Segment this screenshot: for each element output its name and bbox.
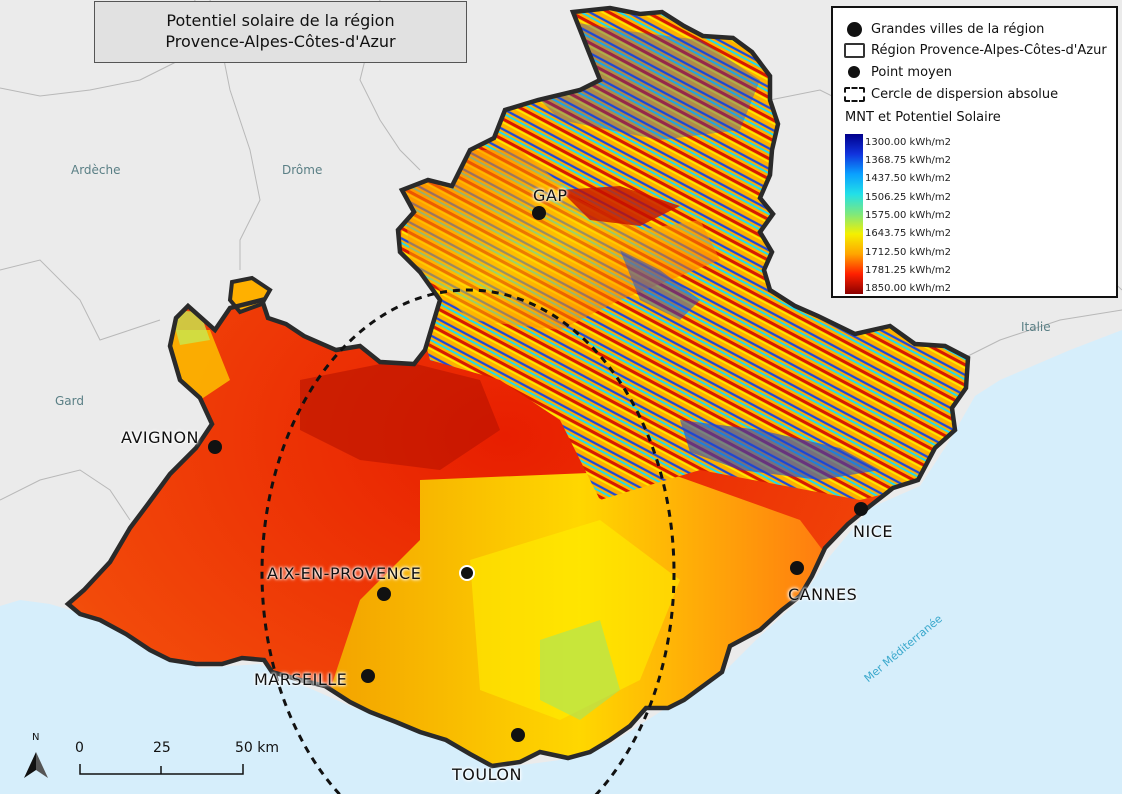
ramp-title: MNT et Potentiel Solaire <box>845 110 1001 125</box>
ramp-label: 1850.00 kWh/m2 <box>865 283 952 294</box>
small-dot-icon <box>843 64 865 80</box>
city-dot-avignon <box>208 440 222 454</box>
north-label: N <box>32 732 40 743</box>
dispersion-circle <box>260 288 676 794</box>
legend: Grandes villes de la région Région Prove… <box>831 6 1118 298</box>
north-arrow-icon <box>24 752 48 778</box>
city-label-gap: GAP <box>533 186 568 205</box>
mean-point <box>459 565 475 581</box>
neighbor-label-italie: Italie <box>1021 320 1051 334</box>
dashed-outline-icon <box>843 86 865 102</box>
city-label-avignon: AVIGNON <box>121 428 200 447</box>
city-dot-gap <box>532 206 546 220</box>
city-label-cannes: CANNES <box>788 585 858 604</box>
city-dot-toulon <box>511 728 525 742</box>
map-title-line2: Provence-Alpes-Côtes-d'Azur <box>165 32 396 51</box>
city-label-toulon: TOULON <box>452 765 522 784</box>
map-title: Potentiel solaire de la région Provence-… <box>94 1 467 63</box>
outline-icon <box>843 42 865 58</box>
scale-label-50: 50 km <box>235 740 280 756</box>
ramp-label: 1368.75 kWh/m2 <box>865 155 952 166</box>
scale-label-25: 25 <box>153 740 171 756</box>
scale-label-0: 0 <box>75 740 84 756</box>
neighbor-label-ardeche: Ardèche <box>71 163 121 177</box>
color-ramp <box>845 134 863 294</box>
legend-label: Point moyen <box>871 64 952 80</box>
city-label-nice: NICE <box>853 522 893 541</box>
legend-label: Cercle de dispersion absolue <box>871 86 1059 102</box>
city-label-marseille: MARSEILLE <box>254 670 348 689</box>
scale-bar <box>79 764 244 775</box>
ramp-label: 1643.75 kWh/m2 <box>865 228 952 239</box>
ramp-label: 1575.00 kWh/m2 <box>865 210 952 221</box>
neighbor-label-drome: Drôme <box>282 163 323 177</box>
ramp-label: 1300.00 kWh/m2 <box>865 137 952 148</box>
city-dot-aix <box>377 587 391 601</box>
ramp-label: 1781.25 kWh/m2 <box>865 265 952 276</box>
city-label-aix: AIX-EN-PROVENCE <box>267 564 422 583</box>
legend-label: Grandes villes de la région <box>871 21 1045 37</box>
legend-item-cities: Grandes villes de la région <box>843 19 1044 39</box>
legend-label: Région Provence-Alpes-Côtes-d'Azur <box>871 42 1107 58</box>
neighbor-label-gard: Gard <box>55 394 84 408</box>
city-dot-nice <box>854 502 868 516</box>
large-dot-icon <box>843 21 865 37</box>
ramp-label: 1506.25 kWh/m2 <box>865 192 952 203</box>
legend-item-region: Région Provence-Alpes-Côtes-d'Azur <box>843 40 1107 60</box>
city-dot-cannes <box>790 561 804 575</box>
ramp-label: 1437.50 kWh/m2 <box>865 173 952 184</box>
mediterranean-sea <box>0 330 1122 794</box>
city-dot-marseille <box>361 669 375 683</box>
legend-item-dispersion: Cercle de dispersion absolue <box>843 84 1058 104</box>
legend-item-mean-point: Point moyen <box>843 62 952 82</box>
ramp-label: 1712.50 kWh/m2 <box>865 247 952 258</box>
map-title-line1: Potentiel solaire de la région <box>166 11 395 30</box>
